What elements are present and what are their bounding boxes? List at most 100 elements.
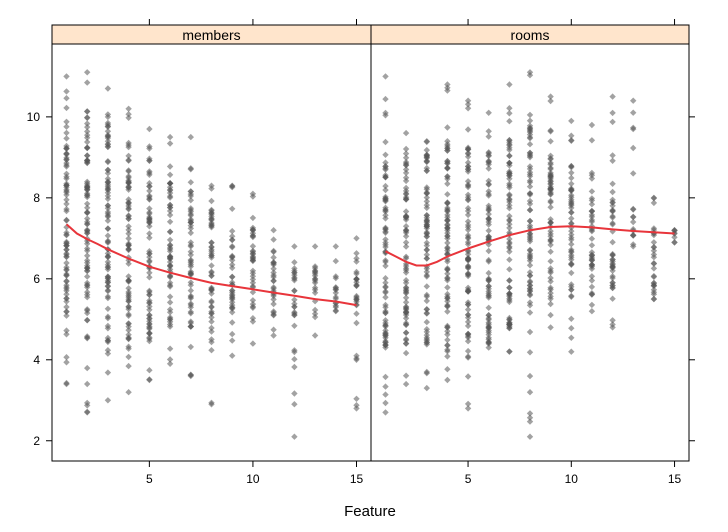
data-point xyxy=(568,286,575,293)
data-point xyxy=(229,253,236,260)
data-point xyxy=(444,341,451,349)
data-point xyxy=(146,297,153,304)
data-point xyxy=(146,210,153,217)
data-point xyxy=(609,180,616,187)
data-point xyxy=(125,114,132,121)
data-point xyxy=(423,151,430,158)
data-point xyxy=(146,258,153,266)
data-point xyxy=(464,241,472,248)
data-point xyxy=(547,190,554,197)
data-point xyxy=(506,212,513,220)
data-point xyxy=(104,131,112,139)
data-point xyxy=(353,405,360,412)
data-point xyxy=(125,223,132,230)
data-point xyxy=(588,211,596,219)
data-point xyxy=(464,373,472,380)
data-point xyxy=(84,364,91,372)
data-point xyxy=(506,180,513,187)
data-point xyxy=(63,129,70,137)
data-point xyxy=(187,212,194,219)
data-point xyxy=(166,171,174,178)
data-point xyxy=(526,282,534,289)
data-point xyxy=(146,143,153,150)
data-point xyxy=(166,356,174,363)
data-point xyxy=(84,288,91,296)
data-point xyxy=(187,197,194,204)
data-point xyxy=(229,244,236,251)
data-point xyxy=(291,287,298,295)
data-point xyxy=(84,190,91,197)
data-point xyxy=(125,242,132,249)
data-point xyxy=(187,343,194,351)
data-point xyxy=(84,316,91,324)
data-point xyxy=(402,262,410,270)
data-point xyxy=(547,171,554,178)
data-point xyxy=(630,243,637,250)
data-point xyxy=(332,293,339,301)
data-point xyxy=(568,132,575,139)
data-point xyxy=(671,227,678,234)
data-point xyxy=(270,227,277,234)
data-point xyxy=(630,109,637,116)
x-tick-label: 5 xyxy=(146,472,153,486)
data-point xyxy=(402,184,410,192)
data-point xyxy=(332,243,339,250)
data-point xyxy=(63,175,70,182)
data-point xyxy=(146,306,153,313)
data-point xyxy=(166,163,174,170)
data-point xyxy=(423,217,430,225)
data-point xyxy=(84,259,91,266)
data-point xyxy=(547,300,554,308)
data-point xyxy=(423,326,430,333)
data-point xyxy=(402,277,410,284)
data-point xyxy=(444,274,451,281)
data-point xyxy=(104,250,112,257)
data-point xyxy=(63,196,70,203)
data-point xyxy=(291,269,298,276)
data-point xyxy=(423,384,430,392)
data-point xyxy=(464,338,472,345)
data-point xyxy=(382,151,389,158)
data-point xyxy=(464,405,472,412)
data-point xyxy=(166,236,174,244)
data-point xyxy=(104,189,112,196)
data-point xyxy=(146,320,153,328)
data-point xyxy=(444,208,451,215)
data-point xyxy=(63,380,70,388)
data-point xyxy=(291,401,298,408)
data-point xyxy=(650,260,658,267)
data-point xyxy=(671,234,678,241)
data-point xyxy=(423,246,430,254)
data-point xyxy=(104,128,112,135)
data-point xyxy=(270,259,277,266)
data-point xyxy=(187,308,194,316)
data-point xyxy=(423,370,430,377)
data-point xyxy=(146,269,153,276)
data-point xyxy=(229,182,236,189)
data-point xyxy=(526,246,534,254)
data-point xyxy=(63,170,70,177)
data-point xyxy=(125,226,132,234)
points-members xyxy=(63,69,360,440)
data-point xyxy=(63,216,70,224)
data-point xyxy=(353,275,360,282)
data-point xyxy=(547,241,554,249)
data-point xyxy=(146,367,153,374)
data-point xyxy=(444,81,451,88)
data-point xyxy=(630,213,637,221)
data-point xyxy=(464,347,472,355)
data-point xyxy=(485,340,492,347)
data-point xyxy=(444,217,451,225)
data-point xyxy=(104,202,112,209)
data-point xyxy=(125,105,132,112)
data-point xyxy=(526,149,534,156)
data-point xyxy=(423,198,430,205)
data-point xyxy=(208,401,215,408)
data-point xyxy=(353,270,360,277)
data-point xyxy=(568,200,575,208)
data-point xyxy=(229,273,236,281)
data-point xyxy=(506,81,513,88)
data-point xyxy=(63,123,70,130)
data-point xyxy=(547,178,554,185)
